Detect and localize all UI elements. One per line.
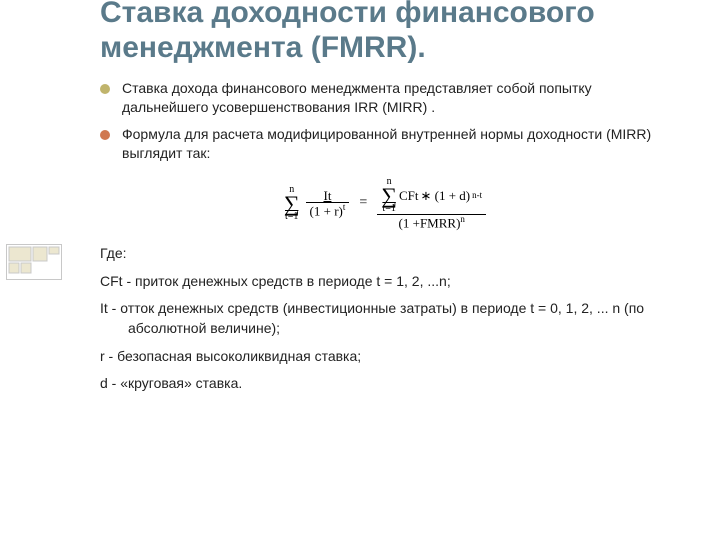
lhs-fraction: It (1 + r)t <box>306 189 350 219</box>
lhs-sum: n ∑ t=1 <box>284 185 300 223</box>
bullet-list: Ставка дохода финансового менеджмента пр… <box>100 79 670 163</box>
rhs-cft: CFt <box>399 189 419 203</box>
slide-title: Ставка доходности финансового менеджмент… <box>100 0 670 65</box>
def-line: d - «круговая» ставка. <box>100 374 670 394</box>
rhs-num-exp: n-t <box>472 191 482 200</box>
rhs-den: (1 +FMRR)n <box>395 215 469 230</box>
lhs-den-base: (1 + r) <box>310 204 343 219</box>
def-line: CFt - приток денежных средств в периоде … <box>100 272 670 292</box>
lhs-den: (1 + r)t <box>306 203 350 218</box>
rhs-sum: n ∑ t=1 <box>381 177 397 215</box>
slide-thumbnail-icon <box>6 244 62 280</box>
formula: n ∑ t=1 It (1 + r)t = n ∑ t=1 <box>284 177 486 231</box>
lhs-den-exp: t <box>343 202 346 212</box>
def-line: r - безопасная высоколиквидная ставка; <box>100 347 670 367</box>
definitions: Где: CFt - приток денежных средств в пер… <box>100 244 670 394</box>
sum-lower: t=1 <box>285 212 298 222</box>
def-line: It - отток денежных средств (инвестицион… <box>100 299 670 338</box>
defs-header: Где: <box>100 244 670 264</box>
rhs-den-base: (1 +FMRR) <box>399 215 461 230</box>
slide-body: Ставка доходности финансового менеджмент… <box>0 0 720 540</box>
rhs-den-exp: n <box>460 214 465 224</box>
sigma-icon: ∑ <box>381 187 397 205</box>
lhs-num: It <box>319 189 335 203</box>
rhs-fraction: n ∑ t=1 CFt ∗ (1 + d)n-t (1 +FMRR)n <box>377 177 486 231</box>
formula-block: n ∑ t=1 It (1 + r)t = n ∑ t=1 <box>100 177 670 231</box>
bullet-item: Ставка дохода финансового менеджмента пр… <box>100 79 670 117</box>
sigma-icon: ∑ <box>284 195 300 213</box>
equals-sign: = <box>359 195 367 211</box>
rhs-mid: ∗ (1 + d) <box>421 189 471 203</box>
bullet-item: Формула для расчета модифицированной вну… <box>100 125 670 163</box>
rhs-num: n ∑ t=1 CFt ∗ (1 + d)n-t <box>377 177 486 215</box>
sum-lower: t=1 <box>382 204 395 214</box>
